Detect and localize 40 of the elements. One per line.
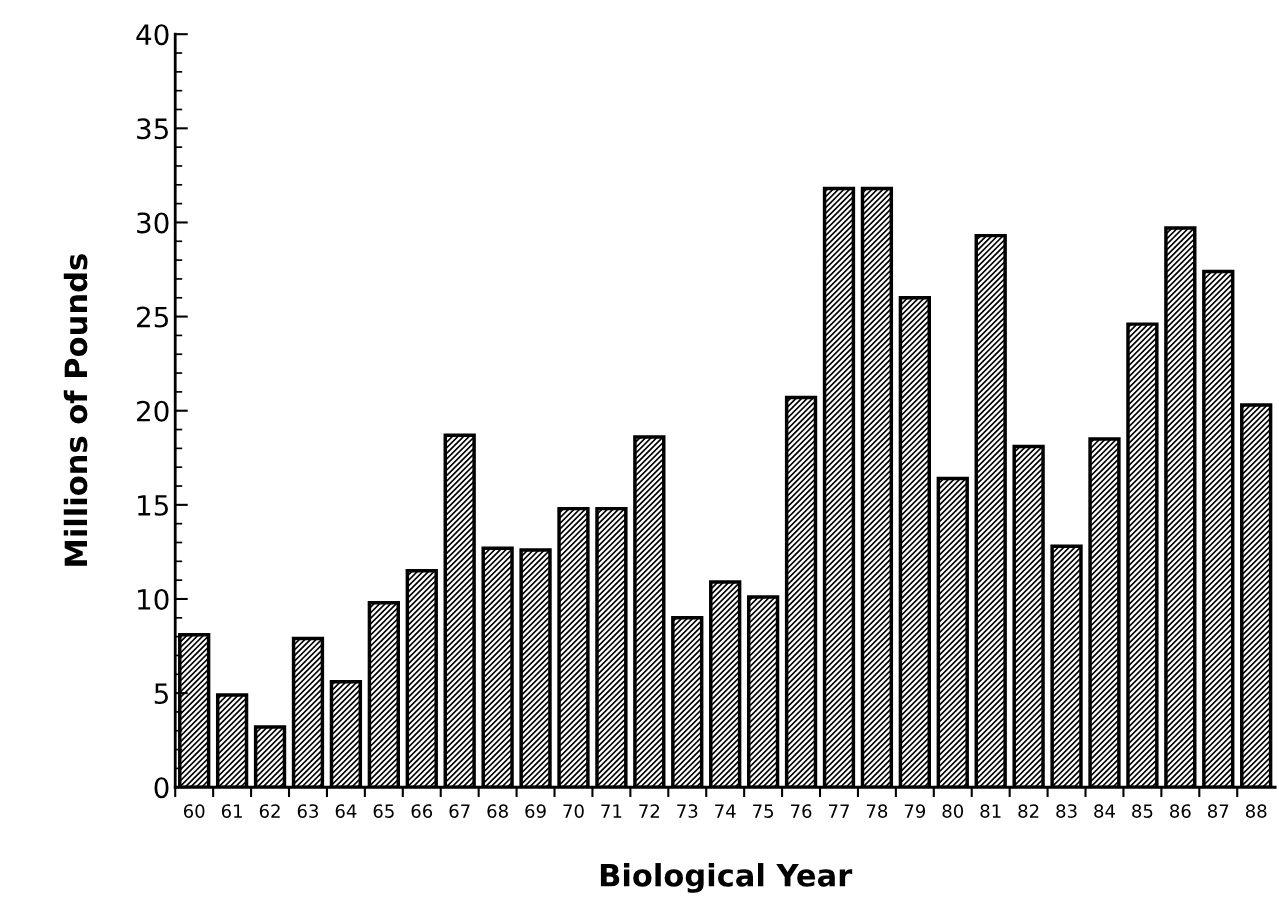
y-tick-label: 15 [138,495,168,516]
x-tick-label: 79 [904,804,926,818]
x-tick-label: 75 [753,804,774,818]
x-tick-label: 87 [1208,804,1229,818]
y-tick-label: 25 [137,306,168,328]
x-tick-label: 74 [715,804,736,818]
x-tick-label: 83 [1056,804,1077,818]
x-tick-label: 62 [259,804,280,818]
x-tick-label: 63 [297,804,319,818]
x-tick-label: 88 [1245,804,1267,818]
y-axis-title: Millions of Pounds [63,254,88,566]
x-tick-label: 65 [373,804,394,818]
x-tick-label: 77 [828,804,849,818]
y-tick-label: 35 [137,118,168,140]
x-tick-label: 67 [449,804,470,818]
y-tick-label: 40 [136,24,169,46]
x-tick-label: 81 [980,804,1001,818]
y-tick-label: 20 [137,400,169,422]
y-tick-label: 30 [137,212,169,234]
x-tick-label: 72 [639,804,660,818]
x-tick-label: 61 [221,804,242,818]
x-tick-label: 76 [791,804,812,818]
x-tick-label: 80 [942,804,964,818]
x-tick-label: 69 [525,804,546,818]
x-tick-label: 64 [335,804,357,818]
x-tick-label: 68 [487,804,508,818]
x-tick-label: 78 [866,804,888,818]
y-tick-label: 10 [138,588,169,610]
x-tick-label: 85 [1132,804,1153,818]
x-tick-label: 86 [1170,804,1191,818]
y-tick-label: 0 [154,777,169,799]
x-tick-label: 82 [1018,804,1039,818]
x-tick-label: 66 [411,804,433,818]
x-axis-title: Biological Year [600,863,853,893]
y-tick-label: 5 [154,683,168,705]
x-tick-label: 70 [563,804,584,818]
x-tick-label: 73 [677,804,698,818]
x-tick-label: 71 [601,804,622,818]
x-tick-label: 60 [183,804,205,818]
x-tick-label: 84 [1094,804,1115,818]
